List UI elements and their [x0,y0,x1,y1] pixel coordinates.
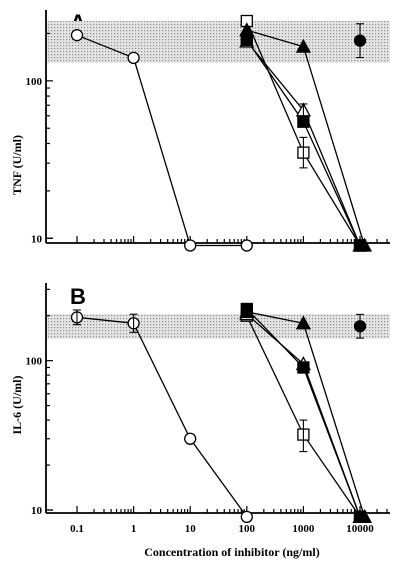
panel-b-y-tick-label: 100 [26,356,43,368]
panel-a-marker-open-circle [184,239,197,252]
panel-b-marker-filled-triangle [356,508,373,523]
panel-b-markers [70,302,373,523]
panel-b-x-tick-label: 100 [239,523,256,535]
panel-b-series-lines [76,308,366,518]
panel-b-series-line-open-square [246,315,361,518]
panel-b: B IL-6 (U/ml) 100 10 0.1 1 10 100 1000 10000 Co… [10,283,390,559]
panel-b-label: B [70,284,86,309]
panel-a-series-line-open-circle [76,34,247,247]
panel-a-marker-open-circle [240,239,253,252]
panel-a-y-tick-label: 10 [31,233,43,245]
panel-b-x-tick-label: 1 [131,523,137,535]
panel-a-band-rect [47,20,390,63]
panel-b-marker-open-circle [240,510,253,523]
panel-a-markers [70,14,373,252]
panel-b-band-rect [47,314,390,339]
panel-b-marker-filled-triangle [239,304,255,319]
panel-b-x-tick-label: 10000 [346,523,374,535]
panel-a-shaded-band [47,20,390,63]
panel-b-x-tick-label: 10 [185,523,197,535]
panel-a-marker-filled-triangle [295,38,311,53]
panel-a-marker-open-circle [127,51,140,64]
panel-a-y-tick-label: 100 [26,76,43,88]
panel-b-marker-open-circle [184,432,197,445]
panel-b-x-tick-label: 1000 [292,523,315,535]
panel-b-series-line-open-circle [76,316,248,518]
panel-b-y-axis-label: IL-6 (U/ml) [10,376,24,435]
panel-a-axes: 100 10 [26,10,390,245]
panel-b-series-line-filled-square [246,308,361,518]
x-axis-label: Concentration of inhibitor (ng/ml) [144,545,319,559]
panel-b-series-line-open-triangle [246,313,361,518]
panel-b-x-tick-label: 0.1 [70,523,84,535]
panel-b-shaded-band [47,314,390,339]
panel-a-marker-filled-triangle [356,237,373,252]
panel-b-marker-filled-square [297,361,310,374]
panel-b-series-line-filled-triangle [246,311,366,517]
panel-a-marker-open-circle [70,29,84,42]
panel-a-marker-filled-triangle [239,22,255,37]
panel-b-y-tick-label: 10 [31,505,43,517]
panel-b-marker-filled-triangle [295,315,311,330]
panel-a-y-axis-label: TNF (U/ml) [10,135,24,195]
